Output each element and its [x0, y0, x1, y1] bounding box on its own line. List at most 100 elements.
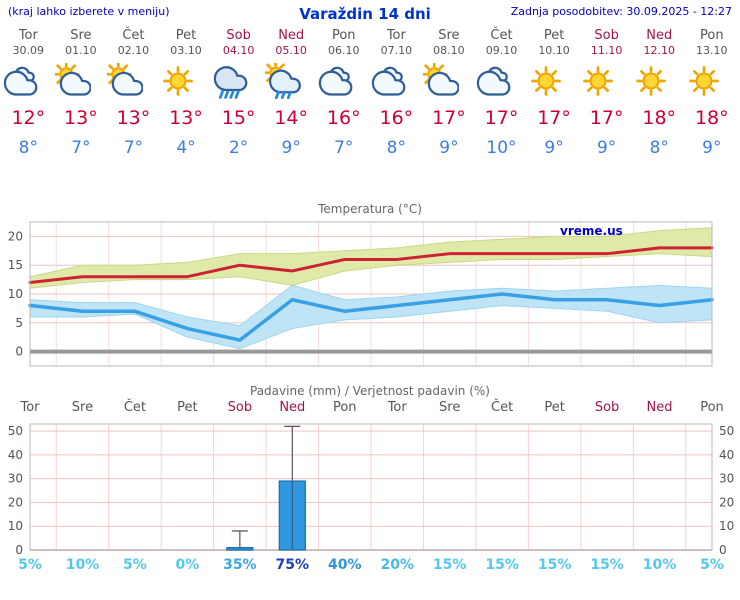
day-column[interactable]: Tor 07.10 16° 8° — [370, 28, 423, 158]
day-date: 08.10 — [433, 44, 465, 57]
precip-day-label: Sre — [439, 400, 460, 415]
day-tmax: 13° — [64, 107, 98, 129]
day-date: 04.10 — [222, 44, 255, 57]
day-tmax: 17° — [484, 107, 519, 129]
precip-probability-label: 75% — [276, 557, 310, 573]
svg-text:20: 20 — [8, 229, 23, 243]
precip-probability-label: 10% — [66, 557, 100, 573]
partly-weather-icon — [54, 63, 91, 96]
day-tmin: 9° — [702, 138, 722, 158]
cloudy-weather-icon — [477, 66, 511, 96]
showers-weather-icon — [264, 63, 301, 99]
day-column[interactable]: Pet 03.10 13° 4° — [160, 28, 213, 158]
precip-day-label: Ned — [647, 400, 673, 415]
day-icon — [580, 58, 633, 107]
day-column[interactable]: Čet 09.10 17° 10° — [475, 28, 528, 158]
precip-day-label: Ned — [279, 400, 305, 415]
page-title: Varaždin 14 dni — [299, 5, 431, 23]
day-icon — [475, 58, 528, 107]
min-temp-line — [28, 292, 714, 342]
temperature-chart: 0 5 10 15 20 vreme.us — [8, 221, 714, 367]
precip-day-label: Pon — [333, 400, 357, 415]
sunny-weather-icon — [530, 66, 561, 96]
sunny-weather-icon — [162, 66, 193, 96]
partly-weather-icon — [422, 63, 459, 96]
precip-probability-label: 15% — [433, 557, 467, 573]
day-column[interactable]: Sob 04.10 15° 2° — [212, 28, 265, 158]
max-temp-line — [28, 246, 714, 284]
day-icon — [686, 58, 739, 107]
precip-day-label: Sre — [72, 400, 93, 415]
precip-day-label: Pet — [544, 400, 564, 415]
precip-probability-label: 15% — [485, 557, 519, 573]
cloudy-weather-icon — [371, 66, 406, 96]
day-name: Sre — [438, 28, 460, 43]
precip-day-label: Pet — [177, 400, 197, 415]
day-date: 30.09 — [12, 44, 45, 57]
precip-probability-label: 5% — [18, 557, 42, 573]
day-icon — [54, 58, 108, 107]
day-column[interactable]: Pon 06.10 16° 7° — [317, 28, 370, 158]
svg-text:10: 10 — [8, 519, 23, 533]
precip-day-label: Čet — [124, 399, 146, 415]
day-tmin: 9° — [544, 138, 564, 158]
day-tmax: 17° — [432, 107, 466, 129]
day-tmin: 9° — [281, 138, 301, 158]
day-column[interactable]: Tor 30.09 12° 8° — [2, 28, 55, 158]
precip-probability-label: 35% — [223, 557, 257, 573]
day-name: Ned — [278, 28, 305, 43]
day-tmin: 4° — [176, 138, 196, 158]
cloudy-weather-icon — [3, 66, 38, 96]
svg-text:50: 50 — [719, 424, 734, 438]
svg-text:20: 20 — [719, 495, 734, 509]
day-tmin: 8° — [18, 138, 38, 158]
day-tmax: 17° — [537, 107, 571, 129]
precip-day-label: Čet — [491, 399, 513, 415]
precip-day-label: Sob — [595, 400, 619, 415]
precip-probability-label: 15% — [538, 557, 572, 573]
day-icon — [212, 58, 265, 107]
svg-text:40: 40 — [8, 448, 23, 462]
day-name: Pon — [700, 28, 724, 43]
day-column[interactable]: Sob 11.10 17° 9° — [580, 28, 633, 158]
partly-weather-icon — [107, 63, 144, 96]
sunny-weather-icon — [688, 66, 719, 96]
precip-probability-label: 0% — [175, 557, 199, 573]
precip-probability-label: 5% — [123, 557, 147, 573]
day-tmin: 9° — [596, 138, 617, 158]
day-name: Ned — [646, 28, 673, 43]
day-tmax: 18° — [642, 107, 677, 129]
rain-weather-icon — [214, 66, 248, 99]
day-date: 12.10 — [643, 44, 675, 57]
day-column[interactable]: Ned 12.10 18° 8° — [633, 28, 686, 158]
day-column[interactable]: Sre 01.10 13° 7° — [54, 28, 108, 158]
svg-text:50: 50 — [8, 424, 23, 438]
svg-text:0: 0 — [15, 543, 23, 557]
day-tmin: 8° — [649, 138, 669, 158]
day-tmin: 9° — [439, 138, 459, 158]
day-name: Tor — [386, 28, 406, 43]
day-column[interactable]: Sre 08.10 17° 9° — [422, 28, 476, 158]
svg-text:0: 0 — [15, 345, 23, 359]
day-icon — [370, 58, 423, 107]
day-name: Sre — [70, 28, 92, 43]
sunny-weather-icon — [583, 66, 614, 96]
day-column[interactable]: Pet 10.10 17° 9° — [528, 28, 581, 158]
svg-text:40: 40 — [719, 448, 734, 462]
watermark: vreme.us — [560, 224, 623, 238]
svg-text:10: 10 — [719, 519, 734, 533]
day-icon — [528, 58, 581, 107]
precip-chart-title: Padavine (mm) / Verjetnost padavin (%) — [250, 384, 490, 398]
day-tmax: 13° — [116, 107, 151, 129]
day-icon — [422, 58, 476, 107]
day-icon — [2, 58, 55, 107]
day-tmax: 17° — [589, 107, 624, 129]
day-column[interactable]: Ned 05.10 14° 9° — [264, 28, 318, 158]
topbar: (kraj lahko izberete v meniju) Varaždin … — [0, 0, 740, 23]
day-column[interactable]: Pon 13.10 18° 9° — [686, 28, 739, 158]
day-icon — [160, 58, 213, 107]
day-tmin: 7° — [123, 138, 144, 158]
precipitation-chart: Tor Sre Čet Pet Sob Ned Pon Tor Sre Čet Pet Sob Ned P… — [8, 399, 735, 573]
day-column[interactable]: Čet 02.10 13° 7° — [107, 28, 160, 158]
cloudy-weather-icon — [319, 66, 353, 96]
